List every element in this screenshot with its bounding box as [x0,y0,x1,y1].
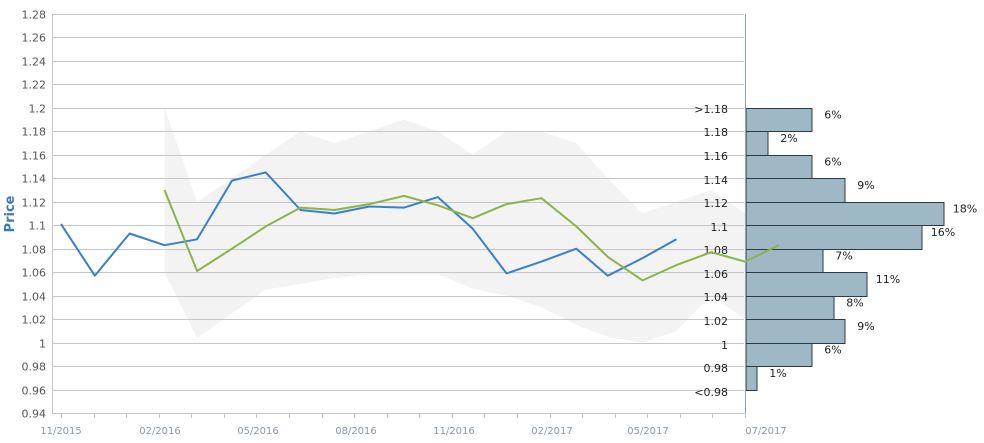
distribution-percent-label: 1% [769,367,786,380]
y-tick-label: 1.24 [22,56,47,69]
y-tick-label: 0.98 [22,361,47,374]
gridlines [52,14,744,414]
distribution-bin-label: 1.14 [704,174,729,187]
y-tick-label: 1.12 [22,197,47,210]
y-tick-label: 1.18 [22,126,47,139]
distribution-bar [745,343,813,367]
distribution-bin-label: 1.04 [704,291,729,304]
distribution-percent-label: 18% [953,203,977,216]
distribution-bin-label: 1.12 [704,197,729,210]
distribution-bin-label: 1.16 [704,150,729,163]
distribution-percent-label: 8% [846,297,863,310]
distribution-bar [745,272,868,297]
distribution-percent-label: 2% [780,132,797,145]
price-series [60,171,780,282]
distribution-bin-label: 1.1 [711,221,729,234]
x-tick-label: 11/2016 [433,426,475,437]
distribution-percent-label: 6% [824,109,841,122]
forecast-price-line [163,189,780,282]
y-tick-label: 1.06 [22,267,47,280]
x-tick-label: 08/2016 [335,426,377,437]
x-tick-label: 02/2016 [139,426,181,437]
distribution-bar [745,366,758,391]
y-tick-label: 1.1 [29,220,47,233]
distribution-bin-label: >1.18 [694,103,728,116]
y-tick-label: 1.08 [22,244,47,257]
y-tick-label: 1.16 [22,150,47,163]
historical-price-line [60,171,677,277]
distribution-bin-label: 1.18 [704,126,729,139]
distribution-bar [745,296,835,320]
x-tick-label: 05/2016 [237,426,279,437]
distribution-percent-label: 6% [824,344,841,357]
y-tick-label: 1.26 [22,32,47,45]
distribution-bin-label: 1.06 [704,268,729,281]
distribution-percent-label: 7% [835,250,852,263]
distribution-bar [745,225,923,250]
distribution-bin-label: <0.98 [694,386,728,399]
y-tick-label: 1.04 [22,291,47,304]
y-tick-label: 1.2 [29,103,47,116]
distribution-percent-label: 11% [876,273,900,286]
distribution-bar [745,319,846,344]
distribution-bin-label: 1.02 [704,315,729,328]
y-axis-label: Price [3,195,18,232]
y-tick-label: 1 [39,338,46,351]
y-tick-label: 0.94 [22,408,47,421]
x-tick-label: 07/2017 [745,426,787,437]
x-tick-label: 11/2015 [40,426,82,437]
x-tick-label: 02/2017 [531,426,573,437]
distribution-bar [745,131,769,156]
y-tick-label: 1.28 [22,9,47,22]
distribution-percent-label: 9% [857,179,874,192]
distribution-percent-label: 6% [824,156,841,169]
distribution-bar [745,178,846,203]
x-tick-label: 05/2017 [627,426,669,437]
distribution-bar [745,108,813,132]
distribution-bar [745,155,813,179]
axes: 0.94 0.96 0.98 1 1.02 1.04 1.06 1.08 1.1 1.12 1.14… [22,9,787,438]
distribution-bar [745,249,824,273]
y-tick-label: 0.96 [22,385,47,398]
y-tick-label: 1.02 [22,314,47,327]
distribution-bin-label: 1 [721,339,728,352]
y-tick-label: 1.14 [22,173,47,186]
price-distribution: >1.18 6%1.18 2%1.16 6%1.14 9%1.12 18%1.1 16%1.… [694,103,977,399]
distribution-bin-label: 0.98 [704,362,729,375]
y-tick-label: 1.22 [22,79,47,92]
distribution-percent-label: 16% [931,226,955,239]
distribution-percent-label: 9% [857,320,874,333]
distribution-bar [745,202,945,226]
